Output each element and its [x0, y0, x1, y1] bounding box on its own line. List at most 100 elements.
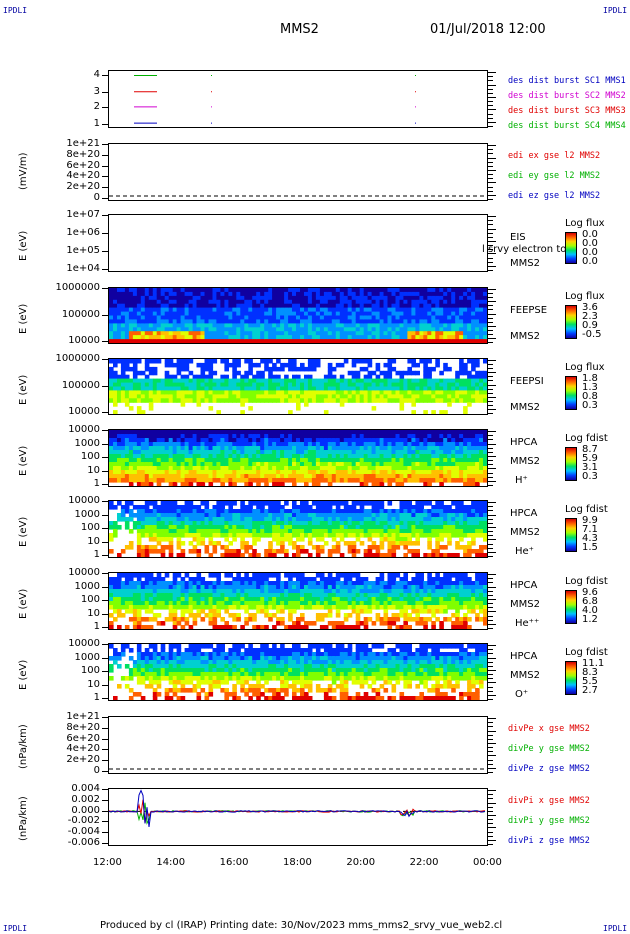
spec-cell [192, 537, 198, 542]
spec-cell [367, 378, 373, 384]
spec-cell [335, 382, 341, 388]
spec-cell [351, 466, 357, 471]
spec-cell [355, 374, 361, 380]
spec-cell [156, 509, 162, 514]
spec-cell [483, 323, 487, 328]
spec-cell [443, 521, 448, 526]
spec-cell [148, 398, 154, 403]
spec-cell [192, 605, 198, 610]
spec-cell [331, 537, 337, 542]
spec-cell [471, 366, 476, 372]
spec-cell [260, 398, 265, 403]
spec-cell [140, 288, 146, 293]
right-tick-feeps_e [488, 329, 493, 331]
spec-cell [443, 398, 448, 403]
spec-cell [136, 438, 142, 443]
spec-cell [117, 577, 122, 582]
spec-cell [236, 339, 241, 343]
spec-cell [359, 307, 365, 313]
spec-cell [439, 474, 444, 479]
spec-cell [455, 295, 460, 301]
spec-cell [483, 525, 487, 530]
spec-cell [300, 474, 305, 479]
spec-cell [439, 382, 444, 388]
spec-cell [136, 505, 142, 510]
spec-cell [315, 307, 321, 313]
spec-cell [435, 331, 440, 336]
spec-cell [256, 303, 261, 309]
spec-cell [427, 478, 432, 483]
spec-cell [152, 581, 158, 586]
right-tick-feeps_e [488, 337, 496, 339]
spec-cell [276, 430, 281, 435]
spec-cell [272, 295, 277, 301]
spec-cell [411, 394, 416, 399]
spec-cell [120, 359, 126, 364]
spec-cell [236, 311, 241, 317]
spec-cell [140, 394, 146, 399]
spec-cell [117, 466, 122, 471]
spec-cell [391, 303, 397, 309]
spec-cell [136, 466, 142, 471]
spec-cell [136, 605, 142, 610]
spec-cell [323, 382, 329, 388]
spec-cell [443, 331, 448, 336]
spec-cell [184, 390, 190, 395]
spec-cell [109, 430, 114, 435]
spec-cell [439, 303, 444, 309]
spec-cell [132, 442, 138, 447]
spec-cell [160, 446, 166, 451]
spec-cell [347, 529, 353, 534]
spec-cell [272, 398, 277, 403]
spec-cell [204, 319, 210, 324]
spec-cell [327, 398, 333, 403]
spec-cell [136, 398, 142, 403]
spec-cell [140, 585, 146, 590]
spec-cell [280, 454, 285, 459]
spec-cell [124, 517, 130, 522]
spec-cell [144, 573, 150, 578]
ytick-mark-hpca_h [102, 470, 108, 472]
spec-cell [296, 454, 301, 459]
spec-cell [371, 517, 377, 522]
spec-cell [319, 509, 325, 514]
spec-cell [363, 478, 369, 483]
spec-cell [124, 478, 130, 483]
spec-cell [216, 521, 221, 526]
spec-cell [459, 470, 464, 475]
spec-cell [180, 299, 186, 305]
ytick-hpca_he: 1000 [74, 508, 100, 520]
spec-cell [475, 335, 480, 340]
spec-cell [335, 517, 341, 522]
spec-cell [248, 454, 253, 459]
spec-cell [176, 581, 182, 586]
spec-cell [113, 450, 118, 455]
spec-cell [132, 288, 138, 293]
spec-cell [188, 430, 194, 435]
spec-cell [403, 501, 408, 506]
spec-cell [395, 462, 401, 467]
spec-cell [168, 450, 174, 455]
spec-cell [113, 434, 118, 439]
spec-cell [120, 295, 126, 301]
spec-cell [439, 386, 444, 391]
spec-cell [236, 291, 241, 297]
spec-cell [256, 478, 261, 483]
spec-cell [172, 462, 178, 467]
spec-cell [184, 501, 190, 506]
spec-cell [276, 394, 281, 399]
spec-cell [128, 366, 134, 372]
spec-cell [355, 533, 361, 538]
spec-cell [272, 501, 277, 506]
spec-cell [296, 311, 301, 317]
spec-cell [168, 482, 174, 486]
spec-cell [300, 315, 305, 320]
spec-cell [220, 482, 225, 486]
spec-cell [256, 398, 261, 403]
right-tick-feeps_e [488, 333, 493, 335]
spec-cell [387, 323, 393, 328]
spec-cell [164, 327, 170, 332]
spec-cell [252, 462, 257, 467]
spec-cell [447, 307, 452, 313]
spec-cell [479, 288, 484, 293]
